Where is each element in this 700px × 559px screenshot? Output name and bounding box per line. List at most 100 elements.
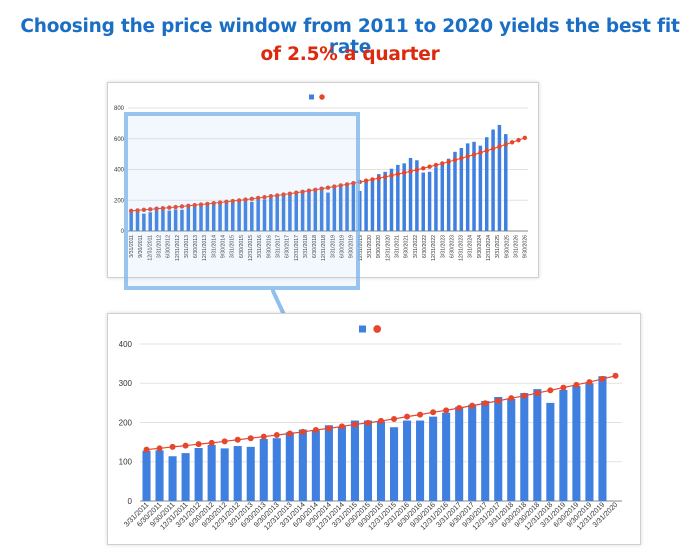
- x-tick-label: 3/31/2023: [440, 235, 446, 258]
- fit-point: [391, 415, 398, 422]
- fit-point: [262, 194, 267, 200]
- fit-point: [482, 400, 489, 407]
- fit-point: [275, 193, 280, 198]
- y-tick-label: 800: [114, 106, 125, 112]
- fit-point: [211, 200, 216, 206]
- fit-point: [221, 438, 228, 445]
- x-tick-label: 3/31/2022: [413, 235, 419, 258]
- legend-bar-swatch: [359, 325, 366, 333]
- bar: [396, 164, 400, 231]
- bar: [478, 145, 483, 231]
- x-tick-label: 12/31/2013: [202, 235, 208, 261]
- bar: [269, 197, 273, 231]
- bar: [281, 194, 286, 231]
- fit-point: [516, 137, 521, 143]
- bar: [211, 202, 216, 231]
- x-tick-label: 12/31/2023: [459, 235, 465, 261]
- fit-point: [338, 423, 345, 430]
- x-tick-label: 3/31/2026: [513, 235, 519, 258]
- x-tick-label: 3/31/2019: [330, 235, 336, 258]
- bar: [363, 420, 373, 501]
- bar: [585, 383, 594, 501]
- fit-point: [395, 171, 401, 177]
- y-tick-label: 200: [114, 198, 125, 204]
- bar: [180, 209, 184, 231]
- bar: [259, 438, 268, 501]
- fit-point: [503, 142, 508, 147]
- bar: [186, 206, 191, 231]
- bar: [135, 211, 140, 231]
- x-tick-label: 12/31/2019: [358, 235, 364, 261]
- x-tick-label: 3/31/2025: [495, 235, 501, 258]
- bar: [350, 420, 359, 501]
- zoomed-window-chart-svg: 01002003004003/31/20116/30/20119/30/2011…: [119, 325, 622, 532]
- fit-point: [465, 154, 470, 159]
- bar: [472, 141, 476, 231]
- x-tick-label: 9/30/2021: [404, 235, 410, 258]
- legend-fit-swatch: [319, 94, 325, 100]
- fit-point: [344, 182, 350, 187]
- fit-point: [599, 375, 606, 382]
- bar: [364, 181, 368, 231]
- bar: [421, 172, 425, 231]
- fit-point: [128, 208, 134, 214]
- x-tick-label: 3/31/2015: [230, 235, 236, 258]
- bar: [199, 204, 203, 231]
- fit-point: [586, 379, 593, 386]
- x-tick-label: 3/31/2021: [394, 235, 400, 258]
- bar: [408, 157, 413, 231]
- fit-point: [141, 207, 147, 212]
- bar: [497, 124, 502, 231]
- bar: [326, 192, 330, 231]
- bar: [337, 426, 346, 501]
- selected-window-highlight: [124, 112, 360, 290]
- bar: [507, 398, 516, 501]
- fit-point: [243, 197, 248, 202]
- fit-point: [287, 191, 293, 196]
- bar: [455, 406, 464, 501]
- x-tick-label: 6/30/2018: [312, 235, 318, 258]
- x-tick-label: 6/30/2022: [422, 235, 428, 258]
- fit-point: [154, 206, 159, 211]
- fit-point: [195, 441, 202, 448]
- bar: [168, 456, 177, 501]
- fit-point: [332, 184, 337, 189]
- x-tick-label: 12/31/2024: [486, 235, 492, 261]
- bar: [237, 199, 241, 231]
- x-tick-label: 6/30/2017: [285, 235, 291, 258]
- x-tick-label: 9/30/2026: [523, 235, 529, 258]
- fit-point: [273, 432, 280, 439]
- y-tick-label: 200: [119, 418, 133, 427]
- bar: [376, 421, 386, 501]
- fit-point: [186, 203, 191, 208]
- bar: [494, 396, 503, 501]
- fit-point: [325, 425, 332, 432]
- bar: [142, 213, 146, 231]
- fit-point: [417, 411, 424, 418]
- bar: [256, 199, 260, 231]
- bar: [275, 196, 279, 231]
- fit-point: [370, 177, 375, 182]
- fit-point: [421, 166, 426, 171]
- bar: [224, 201, 229, 231]
- x-tick-label: 9/30/2024: [477, 235, 483, 258]
- fit-point: [446, 159, 451, 165]
- fit-point: [205, 201, 210, 207]
- fit-point: [255, 195, 261, 201]
- bar: [324, 425, 333, 501]
- bar: [598, 376, 607, 501]
- bar: [446, 158, 451, 231]
- fit-point: [364, 419, 371, 426]
- bar: [491, 129, 495, 231]
- x-tick-label: 9/30/2020: [376, 235, 382, 258]
- bar: [345, 184, 349, 231]
- x-tick-label: 9/30/2025: [504, 235, 510, 258]
- bar: [311, 430, 320, 501]
- x-tick-label: 3/31/2020: [367, 235, 373, 258]
- x-tick-label: 12/31/2011: [147, 235, 153, 261]
- bar: [220, 448, 229, 501]
- fit-point: [143, 446, 150, 453]
- bar: [459, 147, 464, 231]
- fit-point: [312, 426, 319, 433]
- fit-point: [378, 417, 384, 424]
